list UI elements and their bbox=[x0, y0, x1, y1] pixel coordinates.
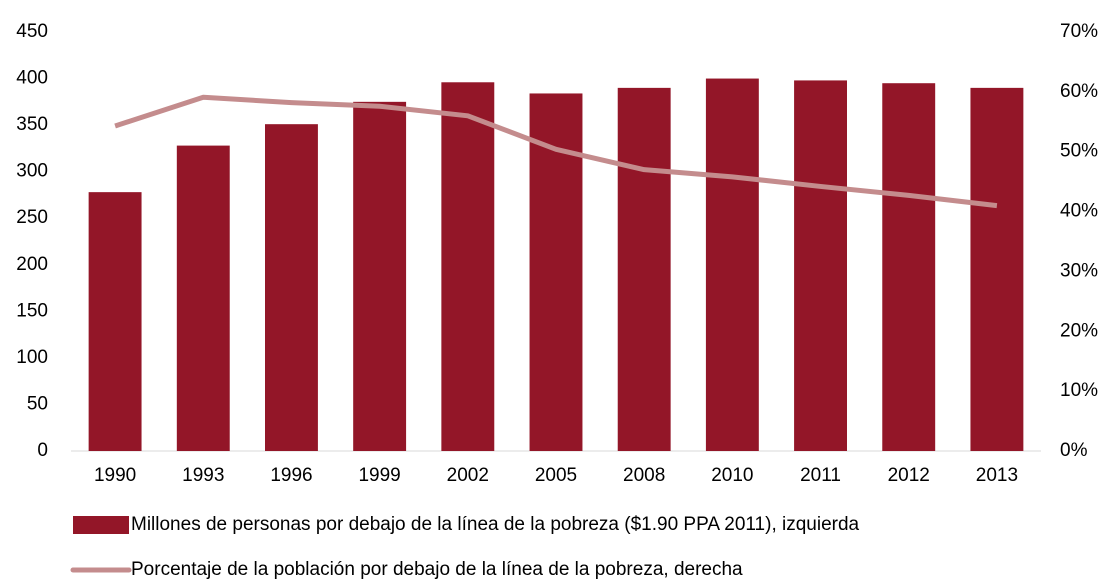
bar bbox=[705, 78, 759, 452]
x-tick-label: 2010 bbox=[711, 465, 753, 486]
bar bbox=[88, 192, 142, 451]
y2-tick-label: 30% bbox=[1060, 260, 1098, 281]
y2-tick-label: 0% bbox=[1060, 440, 1088, 461]
bar bbox=[441, 82, 495, 451]
bar bbox=[970, 87, 1024, 451]
y2-tick-label: 10% bbox=[1060, 380, 1098, 401]
y-tick-label: 250 bbox=[16, 207, 48, 228]
bar bbox=[794, 80, 847, 451]
y2-tick-label: 50% bbox=[1060, 141, 1098, 162]
x-tick-label: 2005 bbox=[535, 465, 577, 486]
y-tick-label: 0 bbox=[37, 440, 48, 461]
bar bbox=[882, 83, 936, 451]
legend-label: Millones de personas por debajo de la lí… bbox=[131, 514, 860, 535]
x-tick-label: 2008 bbox=[623, 465, 665, 486]
y-tick-label: 400 bbox=[16, 68, 48, 89]
y-tick-label: 350 bbox=[16, 114, 48, 135]
legend-label: Porcentaje de la población por debajo de… bbox=[131, 559, 743, 580]
y-tick-label: 100 bbox=[16, 347, 48, 368]
y-tick-label: 150 bbox=[16, 300, 48, 321]
y-tick-label: 300 bbox=[16, 161, 48, 182]
x-tick-label: 2012 bbox=[888, 465, 930, 486]
x-tick-label: 1993 bbox=[182, 465, 224, 486]
y2-tick-label: 20% bbox=[1060, 320, 1098, 341]
x-tick-label: 1999 bbox=[358, 465, 400, 486]
x-tick-label: 2013 bbox=[976, 465, 1018, 486]
y2-tick-label: 70% bbox=[1060, 21, 1098, 42]
line bbox=[114, 94, 998, 209]
y2-tick-label: 60% bbox=[1060, 81, 1098, 102]
y-tick-label: 450 bbox=[16, 21, 48, 42]
legend-swatch bbox=[73, 516, 129, 534]
bar bbox=[617, 87, 671, 451]
x-tick-label: 2011 bbox=[800, 465, 841, 486]
x-tick-label: 2002 bbox=[447, 465, 489, 486]
x-tick-label: 1990 bbox=[94, 465, 136, 486]
bar bbox=[353, 101, 407, 451]
y2-tick-label: 40% bbox=[1060, 201, 1098, 222]
bar bbox=[265, 124, 318, 452]
y-tick-label: 200 bbox=[16, 254, 48, 275]
bar bbox=[176, 145, 230, 451]
y-tick-label: 50 bbox=[27, 393, 48, 414]
x-tick-label: 1996 bbox=[270, 465, 312, 486]
